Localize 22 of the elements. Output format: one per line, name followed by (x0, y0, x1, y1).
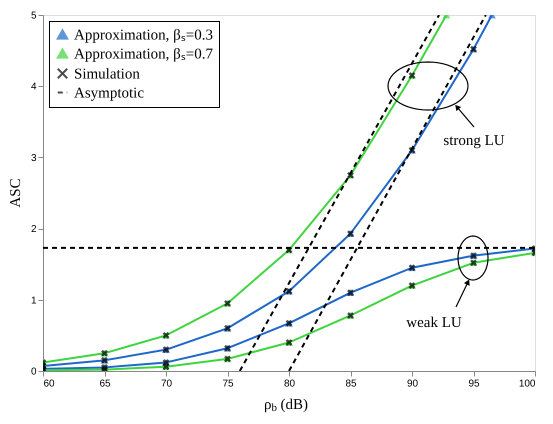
legend-label: Simulation (74, 66, 140, 82)
x-tick-label: 100 (518, 378, 536, 390)
y-tick-label: 2 (30, 224, 37, 236)
legend-label: Approximation, βₛ=0.7 (74, 46, 214, 62)
x-tick-label: 90 (406, 378, 418, 390)
y-tick-label: 0 (30, 366, 37, 378)
annotation: strong LU (443, 133, 505, 149)
y-tick-label: 3 (30, 152, 37, 164)
annotation: weak LU (406, 315, 462, 331)
x-tick-label: 95 (468, 378, 480, 390)
x-tick-label: 60 (44, 378, 56, 390)
x-tick-label: 85 (345, 378, 357, 390)
y-axis-title: ASC (8, 178, 24, 208)
x-tick-label: 65 (99, 378, 111, 390)
legend-label: Asymptotic (74, 86, 144, 102)
y-tick-label: 1 (30, 295, 37, 306)
x-tick-label: 70 (160, 378, 172, 390)
x-tick-label: 75 (222, 378, 234, 390)
x-tick-label: 80 (284, 378, 296, 390)
y-tick-label: 5 (30, 10, 37, 22)
y-tick-label: 4 (30, 82, 37, 93)
legend-label: Approximation, βₛ=0.3 (74, 28, 213, 44)
